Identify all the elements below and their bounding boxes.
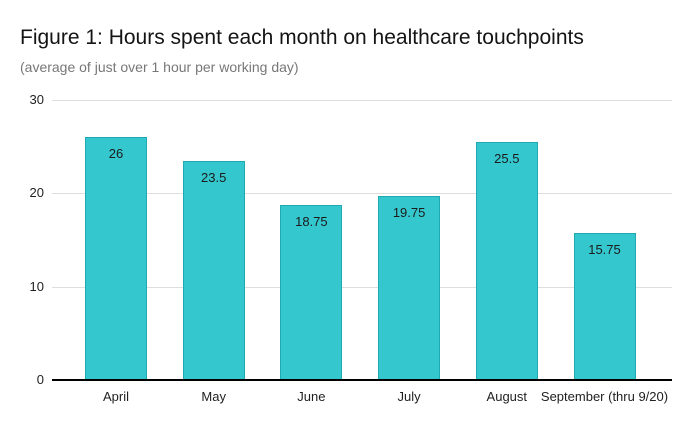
x-axis-tick-label: July xyxy=(397,389,421,404)
x-axis-tick-label: April xyxy=(102,389,130,404)
x-axis-baseline xyxy=(52,379,672,381)
y-axis-tick-label: 10 xyxy=(29,278,44,294)
bar-april: 26 xyxy=(85,137,147,380)
bar-july: 19.75 xyxy=(378,195,441,380)
bar-value-label: 25.5 xyxy=(494,151,520,166)
x-axis-tick-label: May xyxy=(201,389,226,404)
gridline xyxy=(52,286,672,288)
chart-title: Figure 1: Hours spent each month on heal… xyxy=(20,26,584,49)
bar-value-label: 23.5 xyxy=(201,169,227,185)
bar-august: 25.5 xyxy=(475,142,538,380)
bar-value-label: 18.75 xyxy=(295,214,328,229)
x-axis-tick-label: June xyxy=(297,389,326,404)
x-axis-tick-label: August xyxy=(486,389,528,404)
chart-subtitle: (average of just over 1 hour per working… xyxy=(20,59,299,75)
y-axis-tick-label: 20 xyxy=(29,185,44,201)
bar-june: 18.75 xyxy=(280,205,343,380)
bar-value-label: 26 xyxy=(108,146,124,162)
bar-september-thru-9-20: 15.75 xyxy=(573,233,636,380)
bar-value-label: 19.75 xyxy=(392,204,426,220)
y-axis-tick-label: 30 xyxy=(29,92,44,107)
bar-may: 23.5 xyxy=(182,160,245,380)
gridline xyxy=(52,100,672,101)
x-axis-tick-label: September (thru 9/20) xyxy=(540,389,669,404)
bar-value-label: 15.75 xyxy=(588,242,621,257)
gridline xyxy=(52,193,672,195)
y-axis-tick-label: 0 xyxy=(36,372,44,387)
